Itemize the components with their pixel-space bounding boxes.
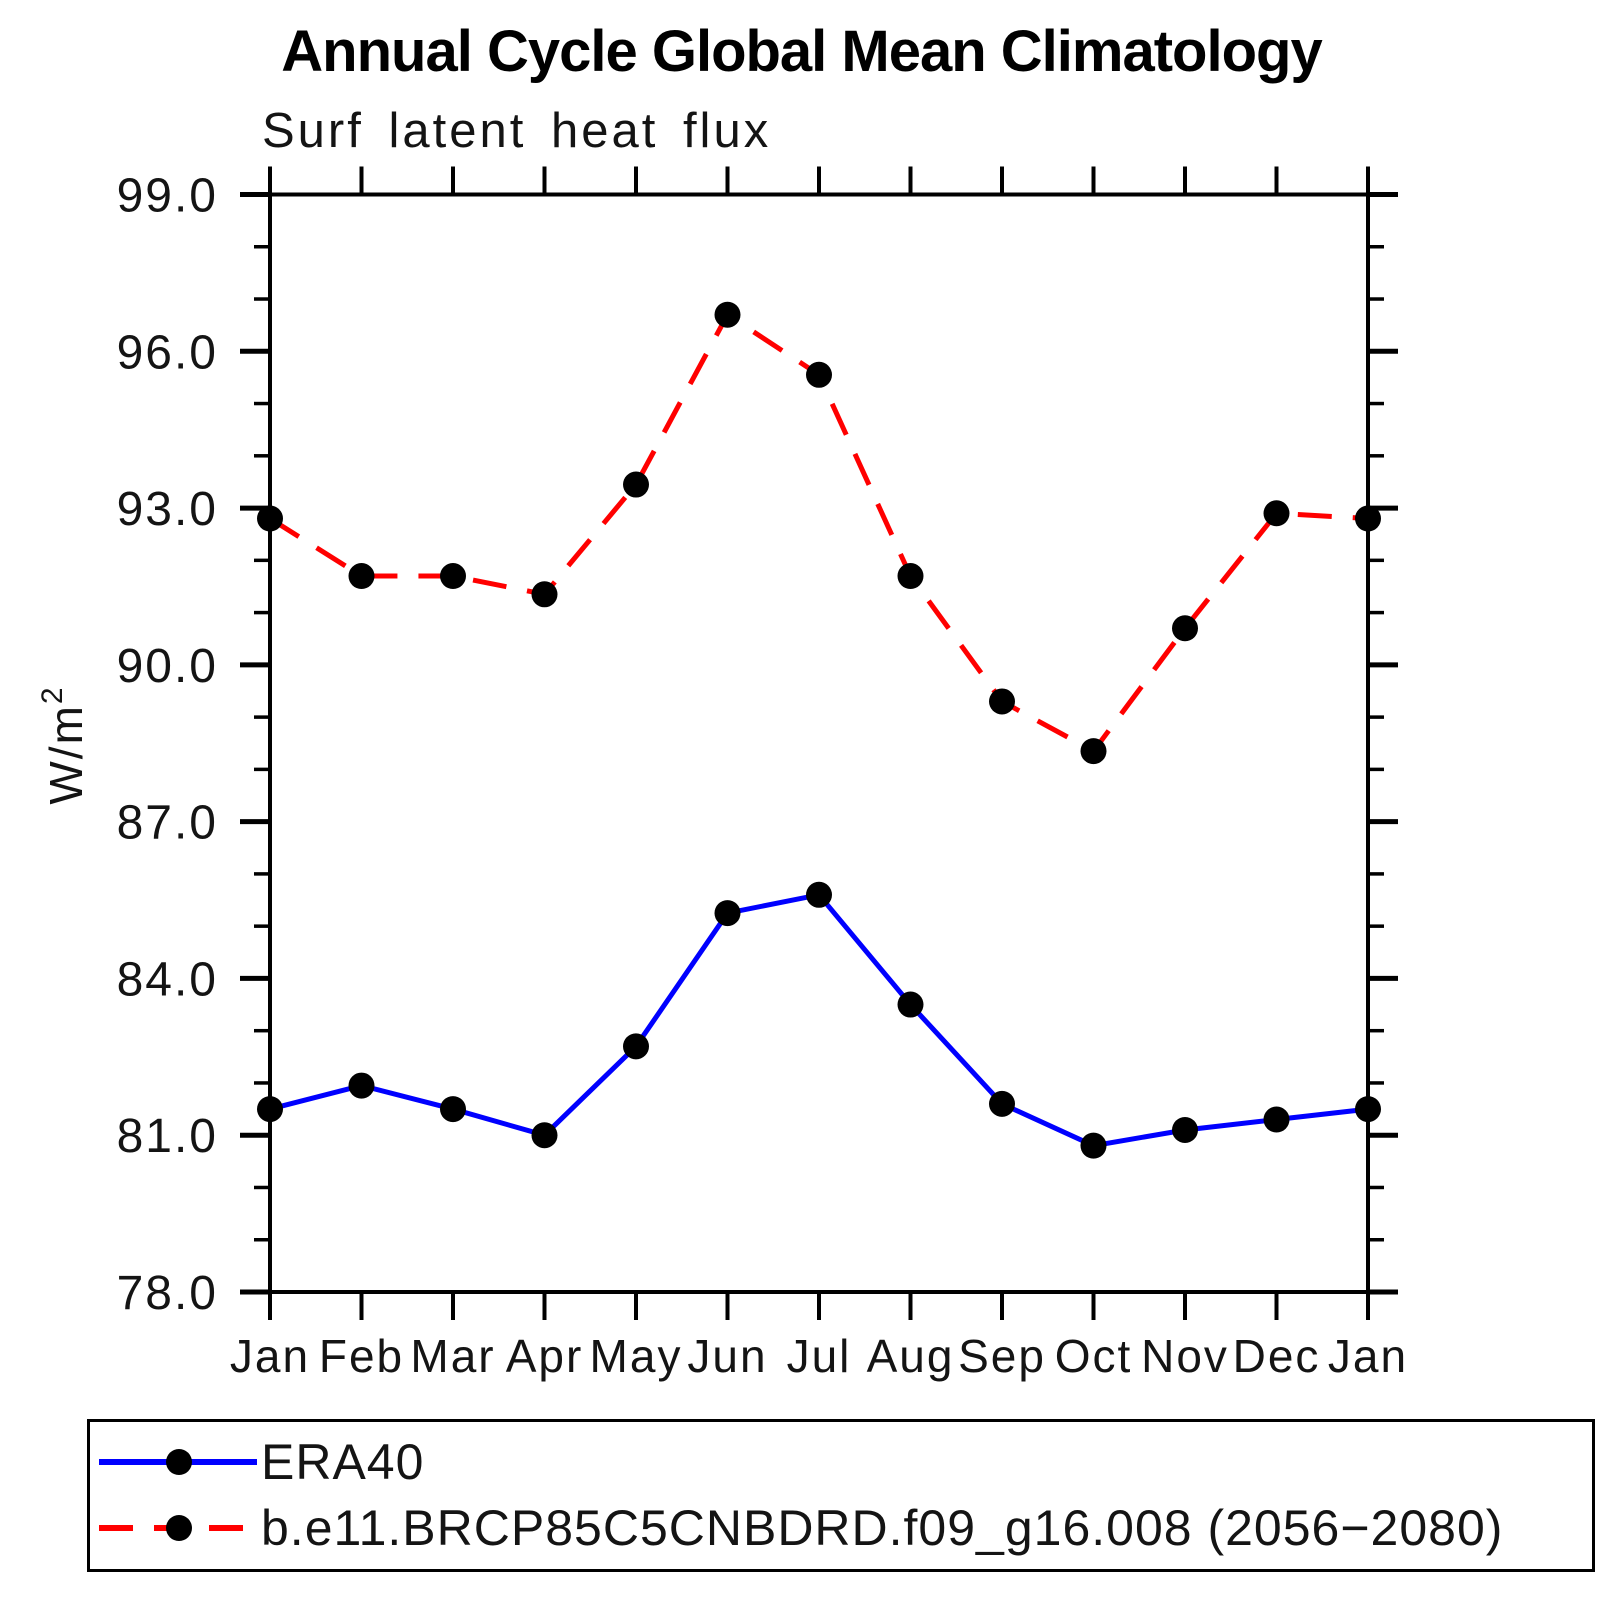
data-point-marker <box>1355 505 1381 532</box>
data-point-marker <box>806 361 832 388</box>
y-tick-label: 81.0 <box>117 1110 218 1163</box>
data-point-marker <box>897 991 924 1018</box>
chart-subtitle: Surf latent heat flux <box>262 104 772 158</box>
x-tick-label: Jan <box>230 1330 310 1382</box>
data-point-marker <box>1355 1096 1381 1123</box>
data-point-marker <box>623 1033 649 1060</box>
y-tick-label: 87.0 <box>117 797 218 850</box>
plot-frame <box>268 192 1370 1294</box>
x-tick-labels: Jan Feb Mar Apr May Jun Jul Aug Sep Oct Nov Dec Jan <box>230 1330 1408 1382</box>
data-point-marker <box>714 301 741 328</box>
data-point-marker <box>257 1096 283 1123</box>
data-point-marker <box>257 505 283 532</box>
x-tick-label: Jun <box>687 1330 767 1382</box>
y-tick-label: 90.0 <box>117 640 218 693</box>
x-axis-ticks <box>268 166 1370 1320</box>
y-axis-title: W/m2 <box>36 685 92 804</box>
series-line <box>269 892 1369 1149</box>
legend-line-sample-era40 <box>99 1449 257 1475</box>
x-tick-label: Jul <box>787 1330 852 1382</box>
x-tick-label: Nov <box>1141 1330 1229 1382</box>
legend-label-model: b.e11.BRCP85C5CNBDRD.f09_g16.008 (2056−2… <box>261 1500 1504 1556</box>
data-point-marker <box>531 1122 558 1149</box>
data-point-marker <box>1172 615 1198 642</box>
data-point-marker <box>806 881 832 908</box>
x-tick-label: Apr <box>506 1330 584 1382</box>
data-point-marker <box>1080 1132 1107 1159</box>
data-point-marker <box>440 563 466 590</box>
y-tick-label: 93.0 <box>117 483 218 536</box>
legend-label-era40: ERA40 <box>261 1434 425 1490</box>
legend-line-sample-model <box>99 1515 257 1541</box>
data-point-marker <box>440 1096 466 1123</box>
data-point-marker <box>989 688 1015 715</box>
y-axis-ticks <box>240 192 1398 1295</box>
chart-title: Annual Cycle Global Mean Climatology <box>281 19 1322 84</box>
data-point-marker <box>897 563 924 590</box>
data-point-marker <box>1080 738 1107 765</box>
legend-box: ERA40 b.e11.BRCP85C5CNBDRD.f09_g16.008 (… <box>87 1419 1595 1572</box>
x-tick-label: Feb <box>319 1330 404 1382</box>
x-tick-label: Mar <box>410 1330 495 1382</box>
series-model <box>257 301 1381 765</box>
data-point-marker <box>989 1090 1015 1117</box>
data-point-marker <box>531 581 558 608</box>
legend-entry-model: b.e11.BRCP85C5CNBDRD.f09_g16.008 (2056−2… <box>95 1500 1504 1556</box>
y-tick-labels: 78.0 81.0 84.0 87.0 90.0 93.0 96.0 99.0 <box>117 170 218 1321</box>
x-tick-label: Jan <box>1328 1330 1408 1382</box>
x-tick-label: Aug <box>867 1330 955 1382</box>
data-point-marker <box>348 563 375 590</box>
y-tick-label: 84.0 <box>117 953 218 1006</box>
data-point-marker <box>1263 500 1290 527</box>
data-point-marker <box>1263 1106 1290 1133</box>
series-era40 <box>257 881 1381 1159</box>
data-point-marker <box>1172 1116 1198 1143</box>
x-tick-label: Sep <box>958 1330 1046 1382</box>
y-tick-label: 96.0 <box>117 326 218 379</box>
legend-entry-era40: ERA40 <box>95 1434 425 1490</box>
x-tick-label: May <box>590 1330 683 1382</box>
y-tick-label: 99.0 <box>117 170 218 223</box>
data-point-marker <box>623 471 649 498</box>
data-point-marker <box>714 900 741 927</box>
x-tick-label: Dec <box>1233 1330 1321 1382</box>
x-tick-label: Oct <box>1055 1330 1133 1382</box>
data-point-marker <box>348 1072 375 1099</box>
y-tick-label: 78.0 <box>117 1267 218 1320</box>
